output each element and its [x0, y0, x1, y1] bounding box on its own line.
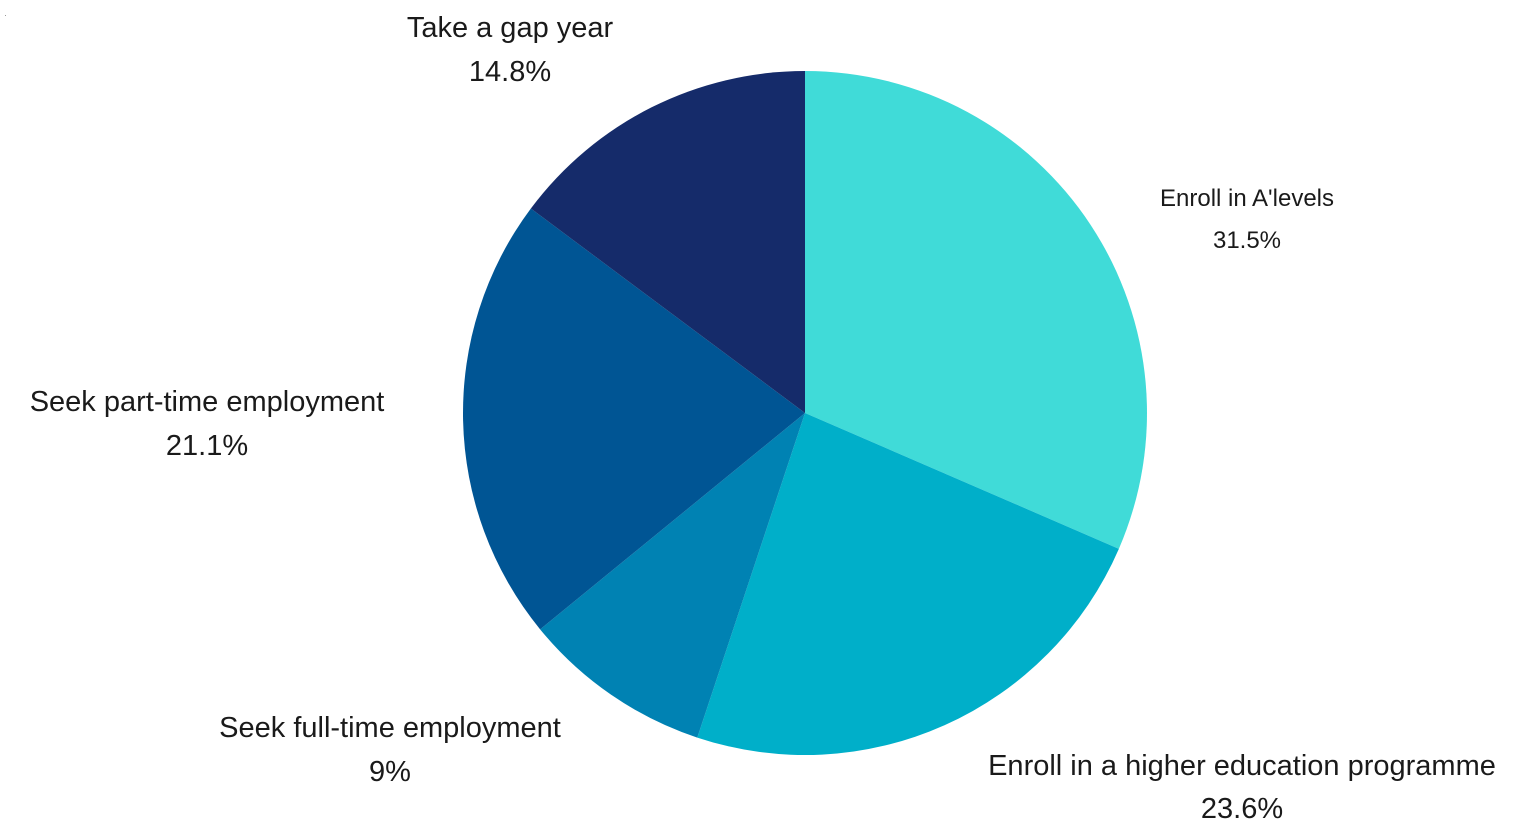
pie-slice-enroll-in-a-levels	[805, 71, 1147, 549]
pie-slice-seek-full-time-employment	[540, 413, 805, 738]
slice-value-enroll-in-a-levels: 31.5%	[1213, 227, 1281, 254]
slice-label-enroll-in-a-levels: Enroll in A'levels	[1160, 185, 1334, 212]
slice-value-seek-full-time-employment: 9%	[369, 756, 411, 788]
slice-value-enroll-in-a-higher-education-programme: 23.6%	[1201, 793, 1283, 822]
slice-label-take-a-gap-year: Take a gap year	[407, 12, 614, 44]
pie-slices	[462, 71, 1147, 755]
pie-slice-take-a-gap-year	[530, 71, 805, 413]
slice-value-seek-part-time-employment: 21.1%	[166, 430, 248, 462]
slice-label-seek-part-time-employment: Seek part-time employment	[30, 386, 385, 418]
pie-labels: Enroll in A'levels 31.5% Enroll in a highe…	[30, 12, 1496, 822]
slice-value-take-a-gap-year: 14.8%	[469, 56, 551, 88]
pie-slice-seek-part-time-employment	[462, 208, 805, 630]
corner-marker	[5, 15, 6, 16]
pie-slice-enroll-in-a-higher-education-programme	[697, 413, 1119, 755]
slice-label-enroll-in-a-higher-education-programme: Enroll in a higher education programme	[988, 750, 1496, 782]
slice-label-seek-full-time-employment: Seek full-time employment	[219, 712, 561, 744]
